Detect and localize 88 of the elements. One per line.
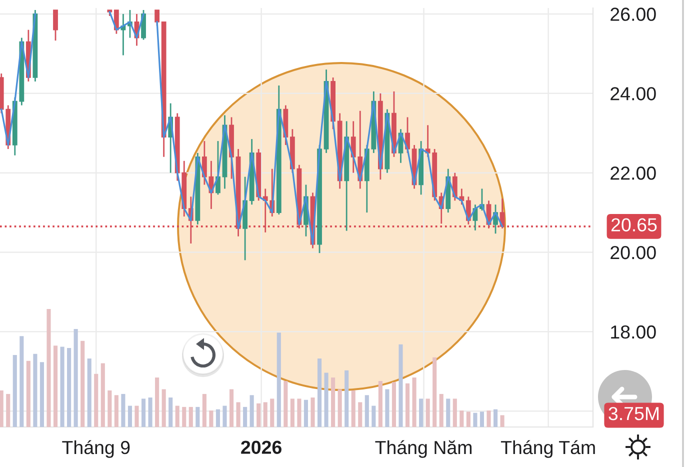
bar bbox=[209, 410, 214, 427]
bar bbox=[46, 309, 51, 427]
bar bbox=[188, 406, 193, 427]
bar bbox=[229, 389, 234, 427]
bar bbox=[324, 372, 328, 427]
bar bbox=[297, 398, 302, 427]
bar bbox=[344, 370, 349, 427]
bar bbox=[405, 383, 410, 427]
bar bbox=[114, 395, 118, 427]
bar bbox=[493, 409, 498, 427]
bar bbox=[108, 390, 112, 427]
y-tick-label: 24.00 bbox=[610, 87, 656, 100]
bar bbox=[398, 344, 403, 427]
bar bbox=[134, 406, 139, 427]
bar bbox=[446, 398, 450, 427]
x-tick-label: 2026 bbox=[241, 440, 282, 454]
x-tick-label: Tháng Tám bbox=[500, 440, 595, 458]
candlestick bbox=[53, 9, 58, 42]
bar bbox=[290, 398, 294, 427]
bar bbox=[141, 398, 146, 427]
bar bbox=[500, 415, 504, 427]
bar bbox=[250, 395, 254, 427]
y-tick-label: 18.00 bbox=[611, 325, 656, 339]
bar bbox=[20, 336, 24, 427]
bar bbox=[486, 410, 491, 427]
bar bbox=[128, 406, 132, 427]
bar bbox=[426, 398, 430, 427]
y-tick-label: 22.00 bbox=[610, 166, 656, 180]
bar bbox=[148, 398, 152, 427]
y-tick-label: 26.00 bbox=[610, 8, 656, 21]
bar bbox=[0, 390, 4, 427]
bar bbox=[100, 363, 105, 427]
candlestick bbox=[405, 116, 410, 154]
bar bbox=[256, 403, 261, 427]
bar bbox=[87, 358, 92, 427]
x-tick-label: Tháng 9 bbox=[62, 440, 130, 458]
bar bbox=[466, 412, 470, 427]
bar bbox=[40, 362, 44, 427]
bar bbox=[317, 358, 322, 427]
bar bbox=[385, 389, 390, 427]
bar bbox=[276, 332, 281, 427]
bar bbox=[372, 406, 376, 427]
text: 3.75M bbox=[608, 406, 659, 420]
x-tick-label: Tháng Năm bbox=[375, 440, 472, 458]
bar bbox=[364, 395, 369, 427]
bar bbox=[80, 340, 85, 427]
bar bbox=[33, 354, 38, 427]
bar bbox=[168, 398, 173, 427]
bar bbox=[196, 406, 200, 427]
bar bbox=[202, 394, 206, 427]
bar bbox=[392, 382, 396, 427]
ref-line-label: 20.65 bbox=[611, 218, 657, 232]
bar bbox=[155, 377, 160, 427]
bar bbox=[60, 346, 64, 427]
bar bbox=[67, 348, 72, 427]
bar bbox=[182, 406, 186, 427]
bar bbox=[243, 406, 248, 427]
bar bbox=[26, 360, 30, 427]
bar bbox=[270, 398, 274, 427]
bar bbox=[351, 390, 356, 427]
bar bbox=[473, 412, 478, 427]
bar bbox=[53, 346, 58, 427]
bar bbox=[331, 377, 336, 427]
bar bbox=[419, 398, 424, 427]
bar bbox=[304, 400, 308, 427]
bar bbox=[452, 398, 457, 427]
bar bbox=[284, 380, 288, 427]
bar bbox=[74, 329, 78, 427]
bar bbox=[263, 402, 268, 427]
bar bbox=[338, 389, 342, 427]
bar bbox=[175, 406, 180, 427]
bar bbox=[358, 402, 362, 427]
bar bbox=[432, 357, 437, 427]
y-tick-label: 20.00 bbox=[610, 246, 656, 260]
bar bbox=[412, 377, 416, 427]
bar bbox=[480, 412, 484, 427]
bar bbox=[12, 355, 17, 427]
bar bbox=[378, 380, 382, 427]
bar bbox=[6, 394, 10, 427]
bar bbox=[94, 374, 98, 427]
bar bbox=[162, 389, 166, 427]
bar bbox=[121, 394, 126, 427]
bar bbox=[310, 398, 315, 427]
bar bbox=[216, 409, 220, 427]
bar bbox=[236, 402, 240, 427]
bar bbox=[222, 406, 227, 427]
bar bbox=[439, 394, 444, 427]
bar bbox=[460, 410, 464, 427]
